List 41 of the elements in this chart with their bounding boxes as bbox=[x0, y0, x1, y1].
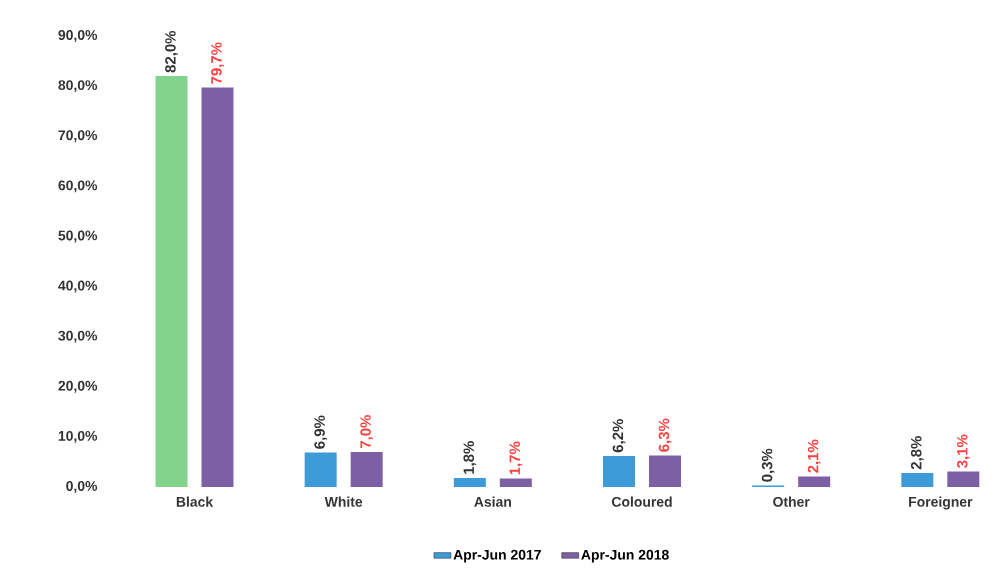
legend-label: Apr-Jun 2018 bbox=[581, 549, 669, 563]
data-label: 3,1% bbox=[956, 434, 970, 468]
x-tick-label: Foreigner bbox=[909, 496, 973, 510]
data-label: 1,7% bbox=[509, 441, 523, 475]
data-label: 0,3% bbox=[761, 448, 775, 482]
bar bbox=[499, 478, 532, 487]
y-tick-label: 0,0% bbox=[66, 481, 98, 493]
data-label: 2,8% bbox=[910, 436, 924, 470]
bar bbox=[304, 452, 337, 487]
y-tick-label: 20,0% bbox=[58, 380, 98, 393]
bar bbox=[350, 451, 383, 487]
y-tick-label: 60,0% bbox=[58, 180, 98, 193]
x-tick-label: Asian bbox=[474, 496, 511, 507]
x-tick-label: White bbox=[324, 496, 363, 507]
bar bbox=[798, 476, 831, 487]
y-tick-label: 30,0% bbox=[58, 330, 98, 343]
x-tick-label: Other bbox=[773, 496, 810, 507]
bar bbox=[649, 455, 681, 487]
x-tick-label: Black bbox=[176, 496, 214, 507]
data-label: 1,8% bbox=[463, 441, 477, 474]
bar bbox=[201, 87, 234, 487]
data-label: 2,1% bbox=[807, 439, 821, 473]
legend-label: Apr-Jun 2017 bbox=[453, 549, 541, 563]
data-label: 79,7% bbox=[211, 42, 224, 84]
x-tick-label: Coloured bbox=[611, 496, 672, 507]
data-label: 6,9% bbox=[314, 415, 328, 449]
data-label: 6,3% bbox=[658, 418, 672, 452]
y-tick-label: 90,0% bbox=[58, 30, 98, 42]
y-tick-label: 10,0% bbox=[58, 430, 98, 443]
y-tick-label: 50,0% bbox=[58, 230, 98, 243]
y-tick-label: 40,0% bbox=[58, 280, 98, 293]
data-label: 6,2% bbox=[612, 419, 626, 453]
bar bbox=[453, 477, 486, 487]
bar bbox=[155, 76, 188, 487]
y-tick-label: 80,0% bbox=[58, 80, 98, 93]
bar bbox=[947, 471, 980, 487]
bar bbox=[901, 472, 934, 487]
data-label: 82,0% bbox=[165, 30, 178, 73]
y-tick-label: 70,0% bbox=[58, 130, 98, 143]
data-label: 7,0% bbox=[360, 415, 374, 449]
bar bbox=[603, 455, 635, 487]
